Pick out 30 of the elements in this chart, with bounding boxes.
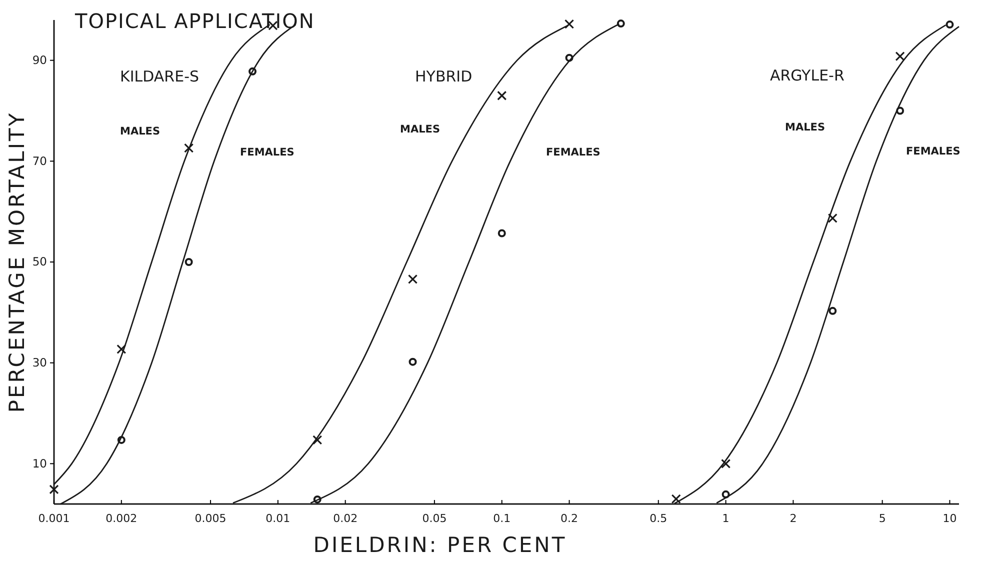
chart-title: TOPICAL APPLICATION bbox=[74, 9, 315, 33]
x-tick-label: 5 bbox=[878, 512, 886, 525]
annotation: MALES bbox=[120, 126, 160, 138]
x-tick-label: 0.02 bbox=[333, 512, 358, 525]
x-tick-label: 0.002 bbox=[106, 512, 138, 525]
x-tick-label: 0.01 bbox=[266, 512, 290, 525]
annotation: KILDARE-S bbox=[120, 67, 199, 86]
x-tick-label: 0.2 bbox=[560, 512, 578, 525]
annotation: MALES bbox=[785, 122, 826, 134]
x-tick-label: 1 bbox=[722, 512, 730, 525]
y-tick-label: 30 bbox=[32, 356, 47, 370]
annotation: FEMALES bbox=[906, 146, 960, 158]
annotation: FEMALES bbox=[240, 146, 294, 159]
x-tick-label: 0.5 bbox=[650, 512, 668, 525]
x-axis-title: DIELDRIN: PER CENT bbox=[313, 533, 567, 557]
annotation: ARGYLE-R bbox=[770, 66, 844, 84]
x-tick-label: 0.1 bbox=[493, 512, 511, 525]
y-tick-label: 70 bbox=[32, 154, 47, 168]
annotation: FEMALES bbox=[546, 146, 600, 159]
annotation: HYBRID bbox=[415, 67, 472, 86]
y-tick-label: 50 bbox=[32, 254, 47, 269]
x-tick-label: 0.05 bbox=[422, 512, 447, 525]
x-tick-label: 0.005 bbox=[194, 512, 226, 525]
x-tick-label: 10 bbox=[942, 512, 957, 525]
y-tick-label: 10 bbox=[32, 456, 47, 470]
annotation: MALES bbox=[400, 124, 440, 136]
y-axis-title: PERCENTAGE MORTALITY bbox=[5, 111, 29, 413]
x-tick-label: 0.001 bbox=[38, 512, 70, 525]
y-tick-label: 90 bbox=[32, 53, 47, 68]
x-tick-label: 2 bbox=[790, 512, 797, 525]
